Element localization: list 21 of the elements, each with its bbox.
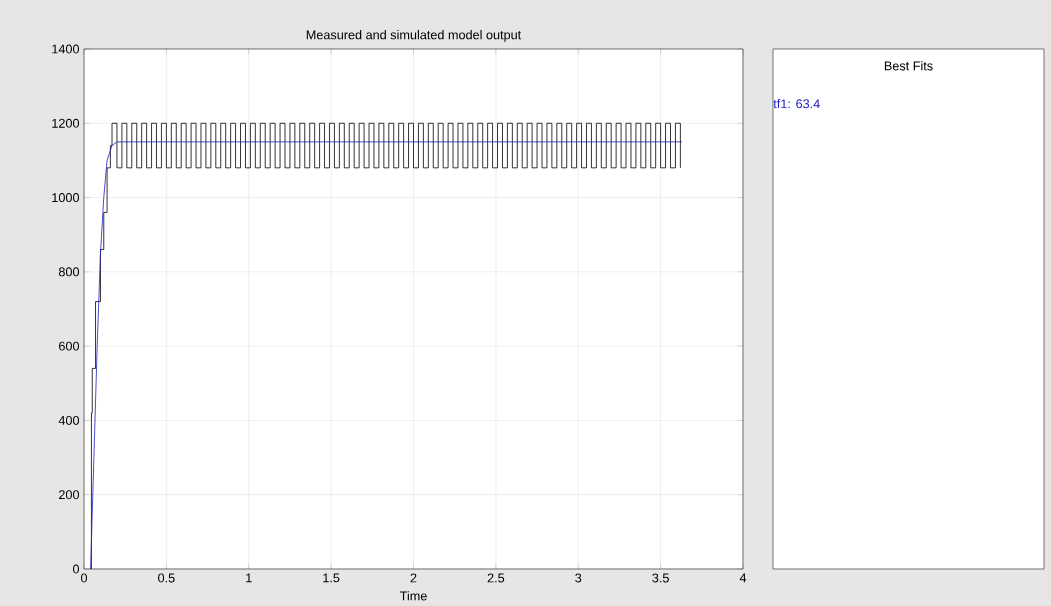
x-tick-label: 2 bbox=[410, 573, 417, 583]
y-tick-label: 1200 bbox=[52, 118, 80, 128]
text: tf1: 63.4 bbox=[773, 98, 820, 109]
x-tick-label: 4 bbox=[739, 573, 747, 583]
y-tick-label: 1000 bbox=[52, 193, 80, 203]
y-tick-label: 600 bbox=[59, 341, 80, 351]
text: Best Fits bbox=[884, 61, 933, 71]
x-tick-label: 1.5 bbox=[323, 573, 340, 583]
y-tick-label: 1400 bbox=[52, 44, 80, 54]
y-tick-label: 200 bbox=[59, 490, 80, 500]
x-axis-title: Time bbox=[399, 591, 427, 601]
x-tick-label: 3.5 bbox=[652, 573, 669, 583]
y-tick-label: 400 bbox=[58, 415, 80, 425]
x-tick-label: 3 bbox=[575, 573, 582, 583]
x-tick-label: 0.5 bbox=[158, 573, 175, 583]
chart-title: Measured and simulated model output bbox=[306, 30, 522, 42]
x-tick-label: 1 bbox=[246, 573, 252, 583]
x-tick-label: 2.5 bbox=[487, 573, 505, 583]
y-tick-label: 0 bbox=[72, 564, 80, 574]
y-tick-label: 800 bbox=[58, 267, 80, 277]
x-tick-label: 0 bbox=[80, 573, 88, 583]
